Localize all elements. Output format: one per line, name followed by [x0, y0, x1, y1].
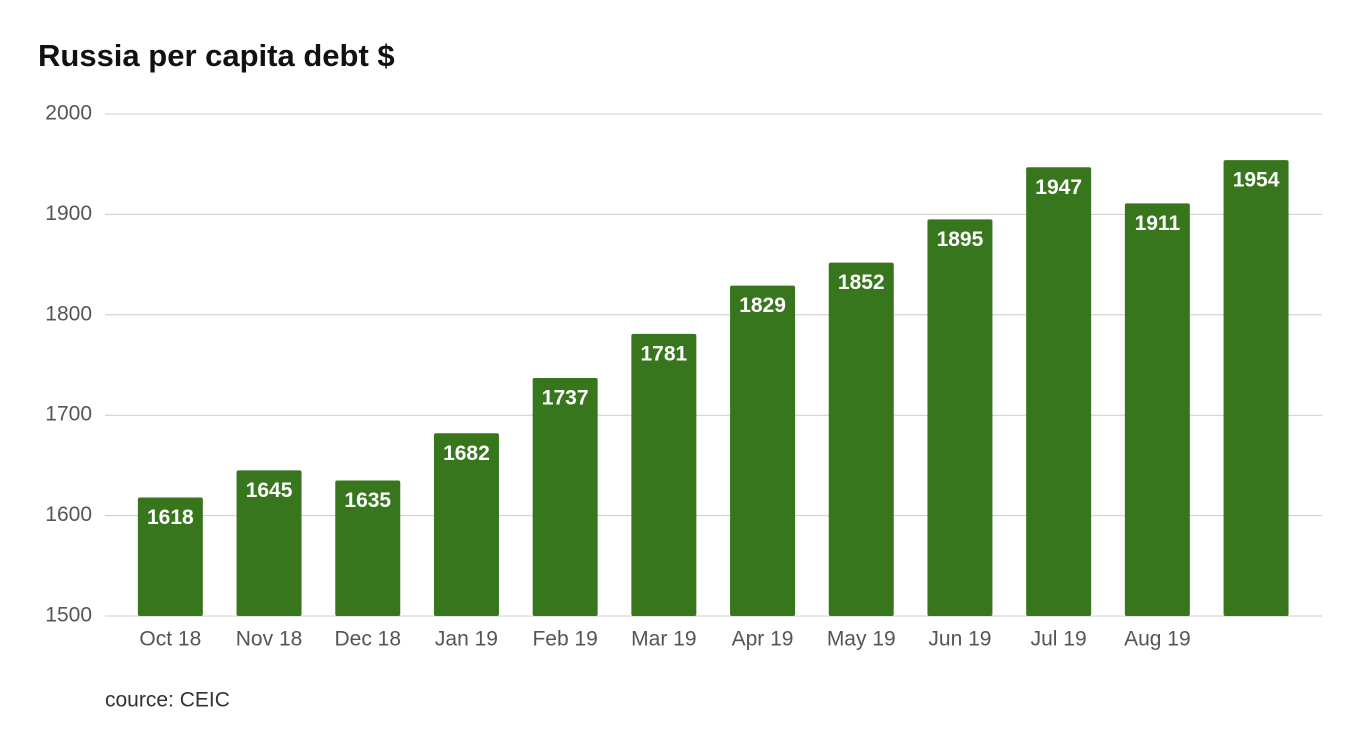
bar	[1124, 203, 1190, 616]
x-tick-label: Feb 19	[532, 628, 597, 651]
bar	[1026, 167, 1092, 616]
x-tick-label: Dec 18	[334, 628, 401, 651]
value-label: 1954	[1233, 169, 1280, 192]
value-label: 1645	[246, 479, 293, 502]
chart-title: Russia per capita debt $	[38, 38, 395, 73]
x-tick-label: Aug 19	[1124, 628, 1191, 651]
x-tick-label: May 19	[827, 628, 896, 651]
bar	[1223, 160, 1289, 616]
bar	[631, 333, 697, 616]
value-label: 1682	[443, 442, 490, 465]
y-tick-label: 2000	[45, 102, 92, 125]
bar	[532, 378, 598, 616]
value-label: 1737	[542, 387, 589, 410]
value-label: 1618	[147, 506, 194, 529]
bar	[927, 219, 993, 617]
y-tick-label: 1800	[45, 302, 92, 325]
bar	[828, 262, 894, 616]
y-tick-label: 1500	[45, 604, 92, 627]
source-note: cource: CEIC	[105, 689, 230, 712]
y-tick-label: 1600	[45, 503, 92, 526]
bar	[433, 433, 499, 616]
bar	[335, 480, 401, 616]
value-label: 1911	[1135, 212, 1181, 235]
value-label: 1895	[937, 228, 984, 251]
value-label: 1947	[1035, 176, 1082, 199]
y-tick-label: 1900	[45, 202, 92, 225]
value-label: 1852	[838, 271, 885, 294]
x-tick-label: Oct 18	[139, 628, 201, 651]
value-label: 1781	[640, 342, 687, 365]
value-label: 1829	[739, 294, 786, 317]
value-label: 1635	[344, 489, 391, 512]
bar	[137, 497, 203, 616]
x-tick-label: Jan 19	[435, 628, 498, 651]
bar	[730, 285, 796, 616]
x-tick-label: Apr 19	[732, 628, 794, 651]
bar	[236, 470, 302, 616]
x-tick-label: Nov 18	[236, 628, 303, 651]
y-tick-label: 1700	[45, 403, 92, 426]
x-tick-label: Jun 19	[928, 628, 991, 651]
x-tick-label: Mar 19	[631, 628, 696, 651]
x-tick-label: Jul 19	[1031, 628, 1087, 651]
